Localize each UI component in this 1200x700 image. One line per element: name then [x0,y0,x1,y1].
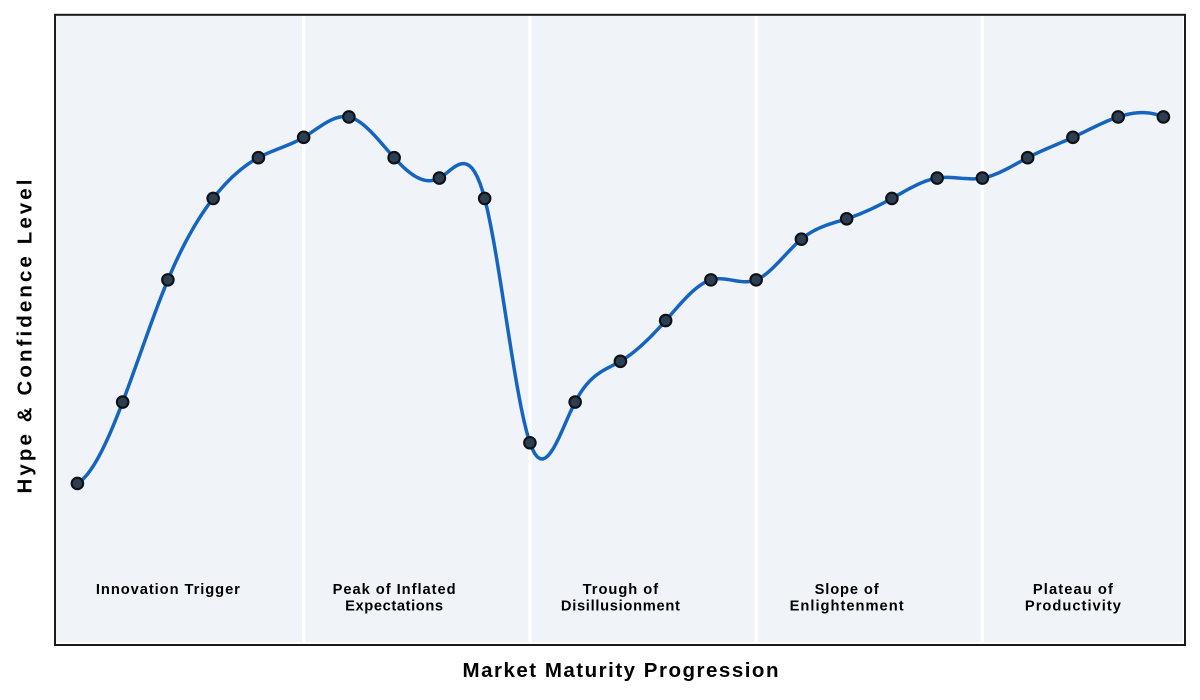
svg-text:Trough of: Trough of [583,582,659,598]
svg-text:Innovation Trigger: Innovation Trigger [96,582,240,598]
svg-text:Disillusionment: Disillusionment [561,598,680,614]
svg-text:Hype & Confidence Level: Hype & Confidence Level [14,180,37,494]
svg-text:Peak of Inflated: Peak of Inflated [333,582,456,598]
svg-text:Plateau of: Plateau of [1033,582,1113,598]
svg-text:Market Maturity Progression: Market Maturity Progression [463,659,779,682]
svg-text:Productivity: Productivity [1025,598,1122,614]
svg-text:Expectations: Expectations [345,598,443,614]
svg-text:Enlightenment: Enlightenment [790,598,904,614]
svg-text:Slope of: Slope of [815,582,879,598]
